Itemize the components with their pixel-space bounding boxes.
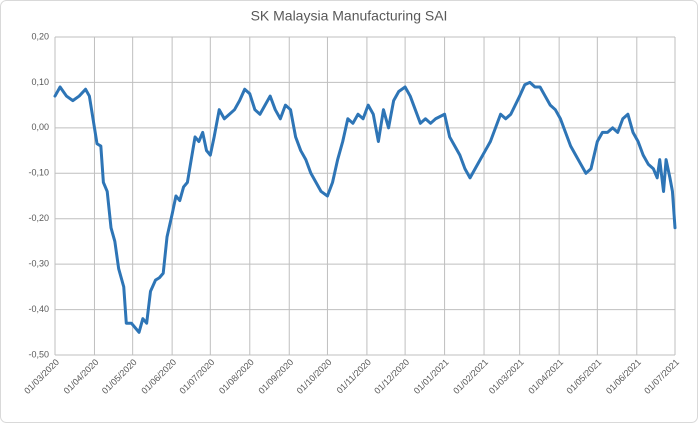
y-tick-label: -0,30 [28, 259, 49, 269]
y-tick-label: -0,20 [28, 213, 49, 223]
y-tick-label: 0,10 [31, 77, 49, 87]
y-tick-label: 0,00 [31, 122, 49, 132]
line [53, 80, 677, 334]
y-tick-label: -0,10 [28, 168, 49, 178]
y-tick-label: 0,20 [31, 31, 49, 41]
chart-title: SK Malaysia Manufacturing SAI [251, 8, 448, 24]
y-tick-label: -0,50 [28, 349, 49, 359]
y-tick-label: -0,40 [28, 304, 49, 314]
